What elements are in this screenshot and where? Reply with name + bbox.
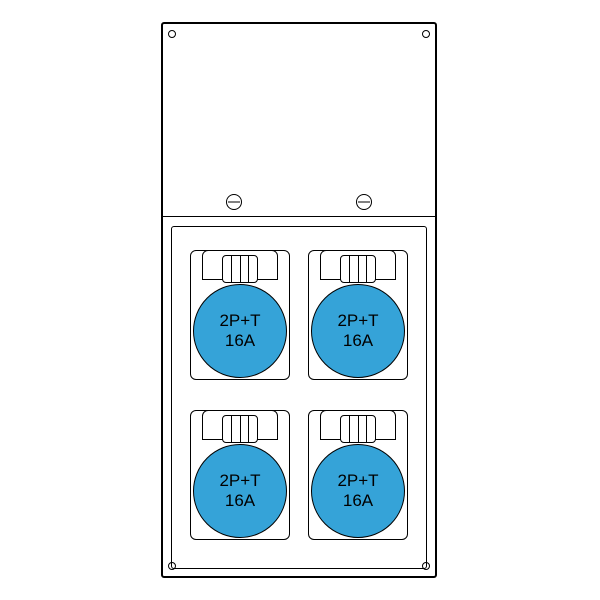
socket-label-line1: 2P+T [219,311,260,331]
socket-lid-ribs [222,255,258,283]
corner-screw [168,30,176,38]
socket-lid-ribs [340,415,376,443]
socket-cap: 2P+T16A [193,284,287,378]
slot-screw [356,194,372,210]
cee-socket: 2P+T16A [308,250,408,380]
socket-label-line2: 16A [337,491,378,511]
slot-screw [226,194,242,210]
socket-lid-ribs [222,415,258,443]
socket-label-line2: 16A [219,491,260,511]
socket-cap: 2P+T16A [311,284,405,378]
socket-label-line2: 16A [219,331,260,351]
cee-socket: 2P+T16A [190,250,290,380]
socket-lid-ribs [340,255,376,283]
socket-label-line1: 2P+T [219,471,260,491]
socket-label-line2: 16A [337,331,378,351]
socket-label-line1: 2P+T [337,471,378,491]
panel-divider [161,216,437,217]
cee-socket: 2P+T16A [308,410,408,540]
socket-cap: 2P+T16A [193,444,287,538]
corner-screw [422,30,430,38]
cee-socket: 2P+T16A [190,410,290,540]
socket-cap: 2P+T16A [311,444,405,538]
socket-label-line1: 2P+T [337,311,378,331]
